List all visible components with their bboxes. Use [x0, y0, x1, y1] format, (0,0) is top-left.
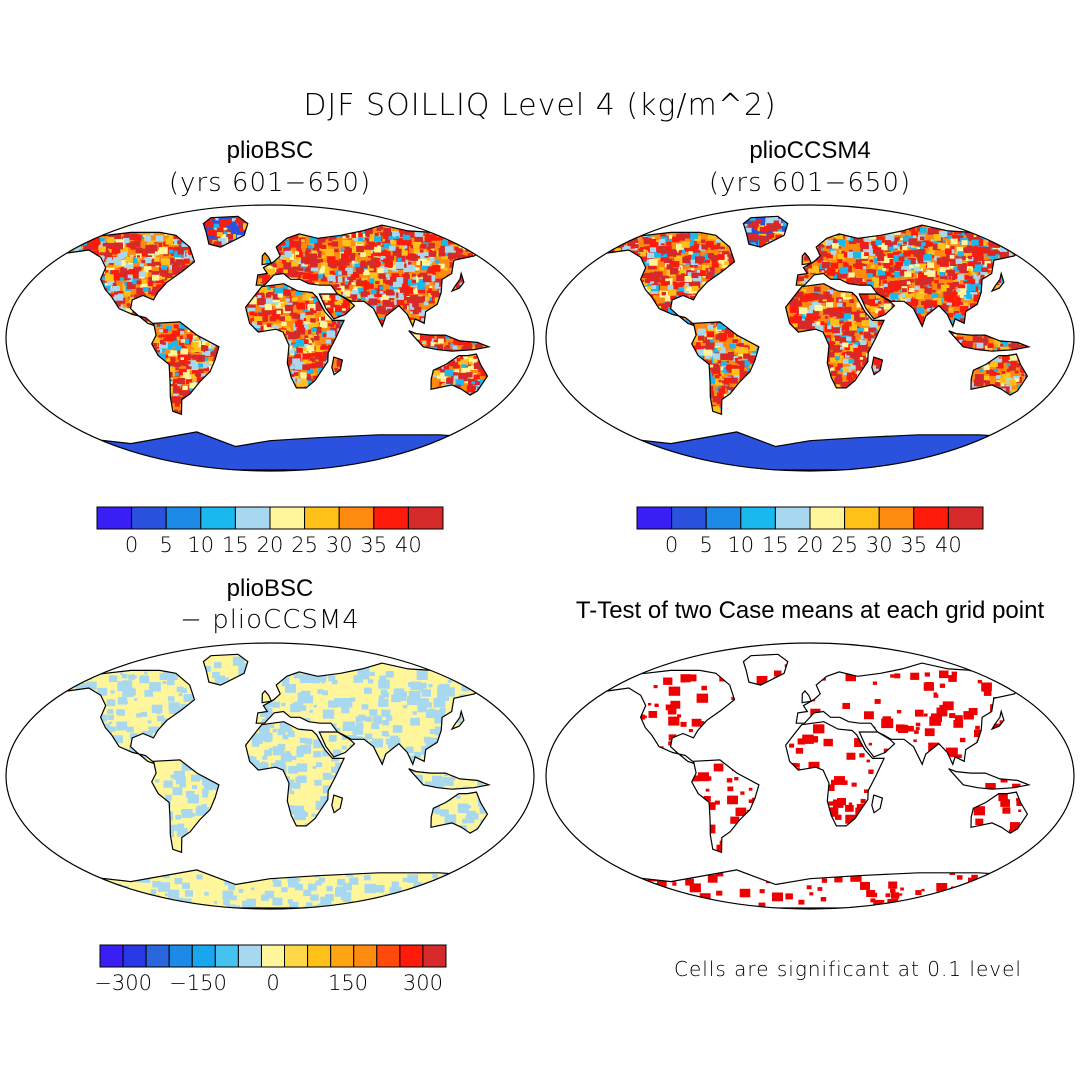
- colorbar-tick-label: 5: [160, 533, 173, 557]
- colorbar-swatch: [353, 944, 378, 968]
- map-difference: [5, 642, 535, 910]
- colorbar-tick-label: 40: [935, 533, 962, 557]
- colorbar-swatch: [165, 506, 202, 530]
- colorbar-tick-label: 10: [727, 533, 754, 557]
- colorbar-tick-label: 40: [395, 533, 422, 557]
- panel-3-subtitle: − plioCCSM4: [180, 605, 360, 635]
- significance-footnote: Cells are significant at 0.1 level: [674, 957, 1022, 981]
- colorbar-plioccsm4: 0 5 10 15 20 25 30 35 40: [636, 506, 984, 557]
- colorbar-swatch: [99, 944, 124, 968]
- colorbar-swatch: [947, 506, 984, 530]
- panel-3-title: plioBSC: [226, 575, 314, 602]
- colorbar-tick-label: 0: [665, 533, 678, 557]
- colorbar-tick-label: 20: [257, 533, 284, 557]
- colorbar-swatch: [422, 944, 447, 968]
- colorbar-tick-label: −150: [169, 971, 227, 995]
- land-indonesia: [948, 768, 1029, 790]
- colorbar-swatch: [237, 944, 262, 968]
- colorbar-tick-label: 300: [403, 971, 443, 995]
- panel-1-subtitle: (yrs 601−650): [168, 168, 372, 198]
- panel-2-subtitle: (yrs 601−650): [708, 168, 912, 198]
- land-eurasia: [796, 663, 1024, 765]
- map-plioccsm4: [545, 204, 1075, 472]
- map-pliobsc: [5, 204, 535, 472]
- colorbar-swatch: [304, 506, 340, 530]
- colorbar-swatch: [191, 944, 216, 968]
- colorbar-swatch: [145, 944, 170, 968]
- colorbar-swatch: [913, 506, 949, 530]
- colorbar-swatch: [214, 944, 239, 968]
- colorbar-swatch: [200, 506, 236, 530]
- land-uk: [802, 690, 812, 703]
- panel-2-title: plioCCSM4: [749, 137, 871, 164]
- colorbar-tick-label: 150: [328, 971, 368, 995]
- colorbar-tick-label: 0: [125, 533, 138, 557]
- colorbar-tick-label: 10: [187, 533, 214, 557]
- colorbar-tick-label: 35: [900, 533, 927, 557]
- land-uk: [262, 690, 272, 703]
- land-greenland: [743, 654, 788, 686]
- colorbar-tick-label: 25: [831, 533, 858, 557]
- colorbar-difference: −300 −150 0 150 300: [94, 944, 447, 995]
- colorbar-tick-label: 0: [266, 971, 279, 995]
- colorbar-swatch: [122, 944, 147, 968]
- colorbar-swatch: [774, 506, 811, 530]
- colorbar-tick-label: 35: [360, 533, 387, 557]
- colorbar-tick-label: 5: [700, 533, 713, 557]
- colorbar-swatch: [740, 506, 776, 530]
- panel-4-title: T-Test of two Case means at each grid po…: [575, 597, 1045, 624]
- colorbar-tick-label: 25: [291, 533, 318, 557]
- colorbar-swatch: [338, 506, 375, 530]
- colorbar-swatch: [636, 506, 673, 530]
- colorbar-swatch: [330, 944, 355, 968]
- colorbar-swatch: [168, 944, 193, 968]
- map-ttest-significance: [545, 642, 1075, 910]
- panel-1-title: plioBSC: [226, 137, 314, 164]
- colorbar-tick-label: 30: [866, 533, 893, 557]
- colorbar-tick-label: 15: [762, 533, 789, 557]
- colorbar-swatch: [260, 944, 286, 968]
- colorbar-pliobsc: 0 5 10 15 20 25 30 35 40: [96, 506, 444, 557]
- colorbar-swatch: [376, 944, 401, 968]
- colorbar-swatch: [671, 506, 707, 530]
- land-namerica: [66, 670, 195, 765]
- colorbar-tick-label: 15: [222, 533, 249, 557]
- colorbar-tick-label: 20: [797, 533, 824, 557]
- colorbar-swatch: [844, 506, 880, 530]
- colorbar-swatch: [269, 506, 306, 530]
- figure-title: DJF SOILLIQ Level 4 (kg/m^2): [303, 88, 777, 123]
- colorbar-swatch: [407, 506, 444, 530]
- land-africa: [785, 721, 885, 826]
- colorbar-swatch: [284, 944, 309, 968]
- colorbar-tick-label: −300: [94, 971, 152, 995]
- colorbar-swatch: [96, 506, 133, 530]
- colorbar-swatch: [878, 506, 915, 530]
- colorbar-swatch: [234, 506, 271, 530]
- colorbar-swatch: [399, 944, 424, 968]
- colorbar-swatch: [307, 944, 332, 968]
- colorbar-swatch: [131, 506, 167, 530]
- colorbar-swatch: [373, 506, 409, 530]
- colorbar-swatch: [809, 506, 846, 530]
- land-samerica: [691, 759, 759, 853]
- colorbar-swatch: [705, 506, 742, 530]
- colorbar-tick-label: 30: [326, 533, 353, 557]
